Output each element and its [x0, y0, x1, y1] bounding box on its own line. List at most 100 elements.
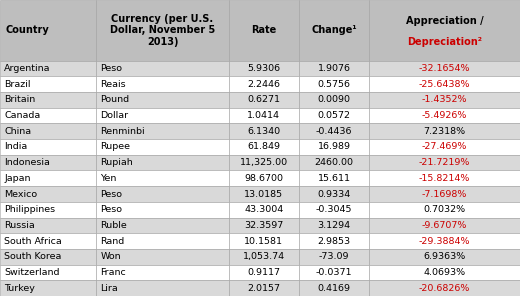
Text: Rate: Rate — [251, 25, 277, 35]
Bar — [229, 92, 299, 108]
Text: Philippines: Philippines — [4, 205, 55, 214]
Text: 0.9117: 0.9117 — [248, 268, 280, 277]
Bar — [229, 76, 299, 92]
Text: Ruble: Ruble — [100, 221, 127, 230]
Bar — [0, 61, 96, 76]
Text: Appreciation /: Appreciation / — [406, 16, 484, 26]
Text: 11,325.00: 11,325.00 — [240, 158, 288, 167]
Text: -1.4352%: -1.4352% — [422, 95, 467, 104]
Bar — [369, 123, 520, 139]
Bar — [0, 139, 96, 155]
Text: -25.6438%: -25.6438% — [419, 80, 471, 89]
Bar — [0, 280, 96, 296]
Text: China: China — [4, 127, 31, 136]
Text: Argentina: Argentina — [4, 64, 50, 73]
Text: -15.8214%: -15.8214% — [419, 174, 470, 183]
Bar — [229, 0, 299, 61]
Bar — [96, 170, 229, 186]
Bar — [299, 186, 369, 202]
Text: Brazil: Brazil — [4, 80, 31, 89]
Bar — [96, 76, 229, 92]
Text: Rupee: Rupee — [100, 142, 131, 152]
Text: 0.9334: 0.9334 — [318, 189, 350, 199]
Bar — [0, 202, 96, 218]
Text: 2.0157: 2.0157 — [248, 284, 280, 293]
Text: 3.1294: 3.1294 — [318, 221, 350, 230]
Bar — [229, 155, 299, 170]
Bar — [229, 218, 299, 233]
Bar — [369, 170, 520, 186]
Text: 0.7032%: 0.7032% — [423, 205, 466, 214]
Bar — [299, 155, 369, 170]
Text: Change¹: Change¹ — [311, 25, 357, 35]
Text: 7.2318%: 7.2318% — [423, 127, 466, 136]
Text: Currency (per U.S.
Dollar, November 5
2013): Currency (per U.S. Dollar, November 5 20… — [110, 14, 215, 47]
Text: Peso: Peso — [100, 189, 122, 199]
Text: 2460.00: 2460.00 — [315, 158, 354, 167]
Text: 5.9306: 5.9306 — [248, 64, 280, 73]
Text: South Africa: South Africa — [4, 237, 62, 246]
Text: -32.1654%: -32.1654% — [419, 64, 471, 73]
Text: 2.9853: 2.9853 — [318, 237, 350, 246]
Bar — [369, 155, 520, 170]
Bar — [299, 218, 369, 233]
Text: 1,053.74: 1,053.74 — [243, 252, 285, 261]
Bar — [229, 108, 299, 123]
Text: Indonesia: Indonesia — [4, 158, 50, 167]
Bar — [0, 0, 96, 61]
Text: -20.6826%: -20.6826% — [419, 284, 470, 293]
Bar — [299, 265, 369, 280]
Bar — [229, 202, 299, 218]
Text: Mexico: Mexico — [4, 189, 37, 199]
Bar — [369, 186, 520, 202]
Bar — [96, 249, 229, 265]
Text: Won: Won — [100, 252, 121, 261]
Bar — [299, 233, 369, 249]
Text: South Korea: South Korea — [4, 252, 61, 261]
Text: Canada: Canada — [4, 111, 41, 120]
Text: 0.0572: 0.0572 — [318, 111, 350, 120]
Bar — [229, 170, 299, 186]
Bar — [299, 139, 369, 155]
Bar — [96, 61, 229, 76]
Bar — [0, 92, 96, 108]
Bar — [0, 249, 96, 265]
Text: -7.1698%: -7.1698% — [422, 189, 467, 199]
Bar — [229, 61, 299, 76]
Text: -9.6707%: -9.6707% — [422, 221, 467, 230]
Bar — [369, 76, 520, 92]
Bar — [369, 202, 520, 218]
Bar — [96, 202, 229, 218]
Bar — [369, 249, 520, 265]
Bar — [229, 139, 299, 155]
Text: 1.0414: 1.0414 — [248, 111, 280, 120]
Bar — [96, 92, 229, 108]
Text: 2.2446: 2.2446 — [248, 80, 280, 89]
Bar — [229, 265, 299, 280]
Bar — [369, 218, 520, 233]
Text: Russia: Russia — [4, 221, 35, 230]
Bar — [96, 218, 229, 233]
Text: Lira: Lira — [100, 284, 118, 293]
Bar — [96, 0, 229, 61]
Text: India: India — [4, 142, 28, 152]
Text: Franc: Franc — [100, 268, 126, 277]
Bar — [0, 218, 96, 233]
Text: -29.3884%: -29.3884% — [419, 237, 471, 246]
Bar — [299, 76, 369, 92]
Text: -5.4926%: -5.4926% — [422, 111, 467, 120]
Bar — [369, 108, 520, 123]
Text: 0.6271: 0.6271 — [248, 95, 280, 104]
Bar — [299, 123, 369, 139]
Bar — [369, 280, 520, 296]
Bar — [369, 92, 520, 108]
Text: Britain: Britain — [4, 95, 35, 104]
Text: Rupiah: Rupiah — [100, 158, 133, 167]
Text: 15.611: 15.611 — [318, 174, 350, 183]
Text: Turkey: Turkey — [4, 284, 35, 293]
Text: 16.989: 16.989 — [318, 142, 350, 152]
Text: Japan: Japan — [4, 174, 31, 183]
Text: Country: Country — [5, 25, 49, 35]
Bar — [299, 170, 369, 186]
Bar — [0, 123, 96, 139]
